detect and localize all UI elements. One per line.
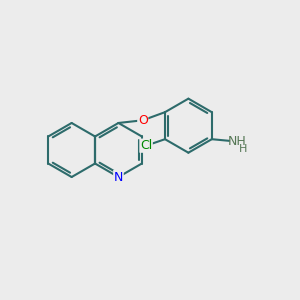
- Text: O: O: [138, 114, 148, 127]
- Text: H: H: [239, 144, 247, 154]
- Text: Cl: Cl: [140, 139, 152, 152]
- Text: N: N: [114, 170, 123, 184]
- Text: NH: NH: [228, 135, 247, 148]
